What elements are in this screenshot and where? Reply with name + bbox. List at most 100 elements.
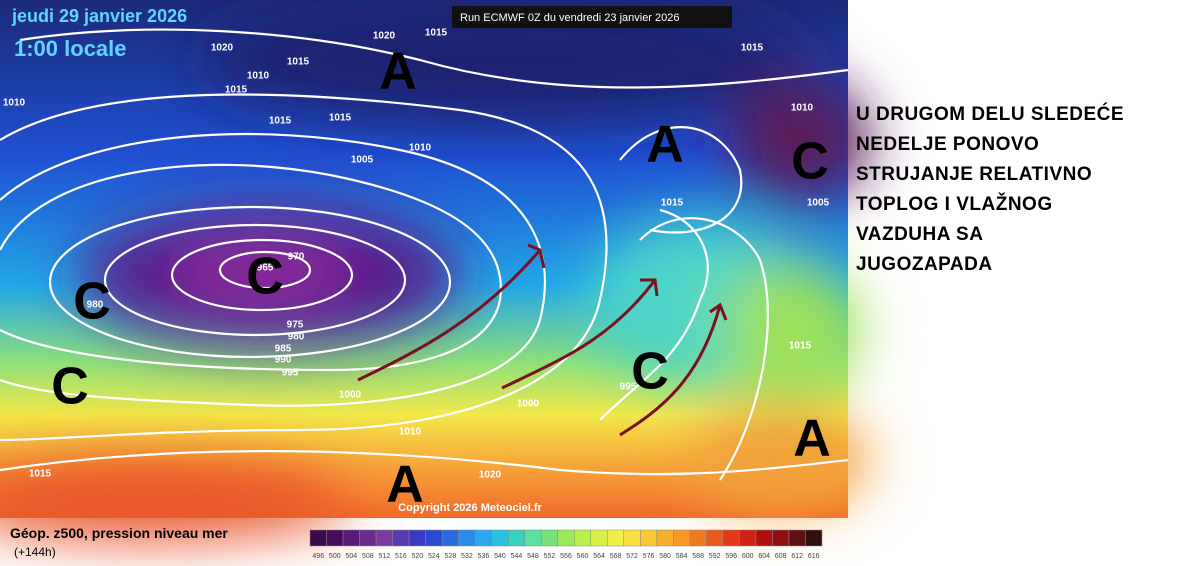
isobar-label: 1015 [789,341,812,352]
legend-title: Géop. z500, pression niveau mer [10,525,228,541]
colorbar-cell [673,529,691,547]
colorbar-label: 524 [428,553,440,560]
pressure-center: A [646,116,684,174]
isobar-label: 970 [288,252,305,263]
colorbar-label: 604 [758,553,770,560]
colorbar-cell [607,529,625,547]
colorbar-label: 560 [577,553,589,560]
isobar-label: 1010 [399,427,422,438]
pressure-center: A [793,410,831,468]
isobar-label: 1015 [225,85,248,96]
isobar-label: 1005 [807,198,830,209]
colorbar-label: 536 [478,553,490,560]
flow-arrows [357,243,728,437]
colorbar-cell [375,529,393,547]
colorbar-label: 544 [511,553,523,560]
colorbar-label: 588 [692,553,704,560]
isobar-label: 1015 [29,469,52,480]
isobar-label: 985 [275,344,292,355]
colorbar-cell [805,529,823,547]
colorbar-label: 512 [378,553,390,560]
colorbar-cell [392,529,410,547]
colorbar-cell [524,529,542,547]
pressure-center: C [791,133,829,191]
isobar-label: 995 [620,382,637,393]
pressure-center: A [379,43,417,101]
isobar-label: 1020 [479,470,502,481]
colorbar-cell [640,529,658,547]
colorbar-label: 600 [742,553,754,560]
caption-line: NEDELJE PONOVO [856,134,1040,155]
colorbar-label: 584 [676,553,688,560]
isobar-label: 1000 [339,390,362,401]
colorbar-label: 552 [544,553,556,560]
colorbar-cell [425,529,443,547]
caption-line: U DRUGOM DELU SLEDEĆE [856,104,1125,125]
colorbar-label: 616 [808,553,820,560]
colorbar-cell [772,529,790,547]
isobar-label: 1010 [409,143,432,154]
colorbar-cell [474,529,492,547]
isobar-label: 965 [257,263,274,274]
colorbar-label: 596 [725,553,737,560]
copyright: Copyright 2026 Meteociel.fr [398,502,542,514]
colorbar-label: 504 [345,553,357,560]
pressure-center: C [631,343,669,401]
isobar-label: 1000 [517,399,540,410]
colorbar-label: 500 [329,553,341,560]
run-banner [452,6,732,28]
colorbar-label: 540 [494,553,506,560]
caption-line: STRUJANJE RELATIVNO [856,164,1093,185]
isobars [0,28,849,481]
colorbar-cell [788,529,806,547]
isobar-label: 1015 [425,28,448,39]
colorbar-cell [706,529,724,547]
colorbar-cell [491,529,509,547]
colorbar-label: 548 [527,553,539,560]
isobar-label: 975 [287,320,304,331]
caption-line: TOPLOG I VLAŽNOG [856,194,1053,215]
isobar-label: 1015 [287,57,310,68]
colorbar-cell [574,529,592,547]
colorbar-cell [623,529,641,547]
colorbar-cell [755,529,773,547]
colorbar-label: 528 [445,553,457,560]
run-label: Run ECMWF 0Z du vendredi 23 janvier 2026 [460,12,680,24]
colorbar-cell [458,529,476,547]
colorbar-cell [408,529,426,547]
colorbar-cell [557,529,575,547]
colorbar-label: 564 [593,553,605,560]
pressure-center: C [246,248,284,306]
isobar-label: 1015 [329,113,352,124]
colorbar-cell [342,529,360,547]
isobar-label: 980 [87,300,104,311]
colorbar-label: 608 [775,553,787,560]
colorbar-label: 576 [643,553,655,560]
colorbar-label: 556 [560,553,572,560]
pressure-center: A [386,456,424,514]
colorbar-label: 532 [461,553,473,560]
colorbar-cell [507,529,525,547]
legend-lead: (+144h) [14,545,56,559]
colorbar-label: 496 [312,553,324,560]
isobar-label: 995 [282,368,299,379]
isobar-label: 1015 [741,43,764,54]
colorbar-label: 580 [659,553,671,560]
isobar-label: 1010 [3,98,26,109]
colorbar-label: 572 [626,553,638,560]
colorbar-label: 520 [412,553,424,560]
isobar-label: 990 [275,355,292,366]
isobar-label: 1015 [661,198,684,209]
colorbar-cell [441,529,459,547]
colorbar-cell [326,529,344,547]
pressure-center: C [73,273,111,331]
colorbar-cell [722,529,740,547]
isobar-label: 1005 [351,155,374,166]
isobar-label: 1010 [791,103,814,114]
isobar-label: 1020 [373,31,396,42]
colorbar-cell [656,529,674,547]
isobar-label: 1010 [247,71,270,82]
colorbar-cell [309,529,327,547]
pressure-center: C [51,358,89,416]
